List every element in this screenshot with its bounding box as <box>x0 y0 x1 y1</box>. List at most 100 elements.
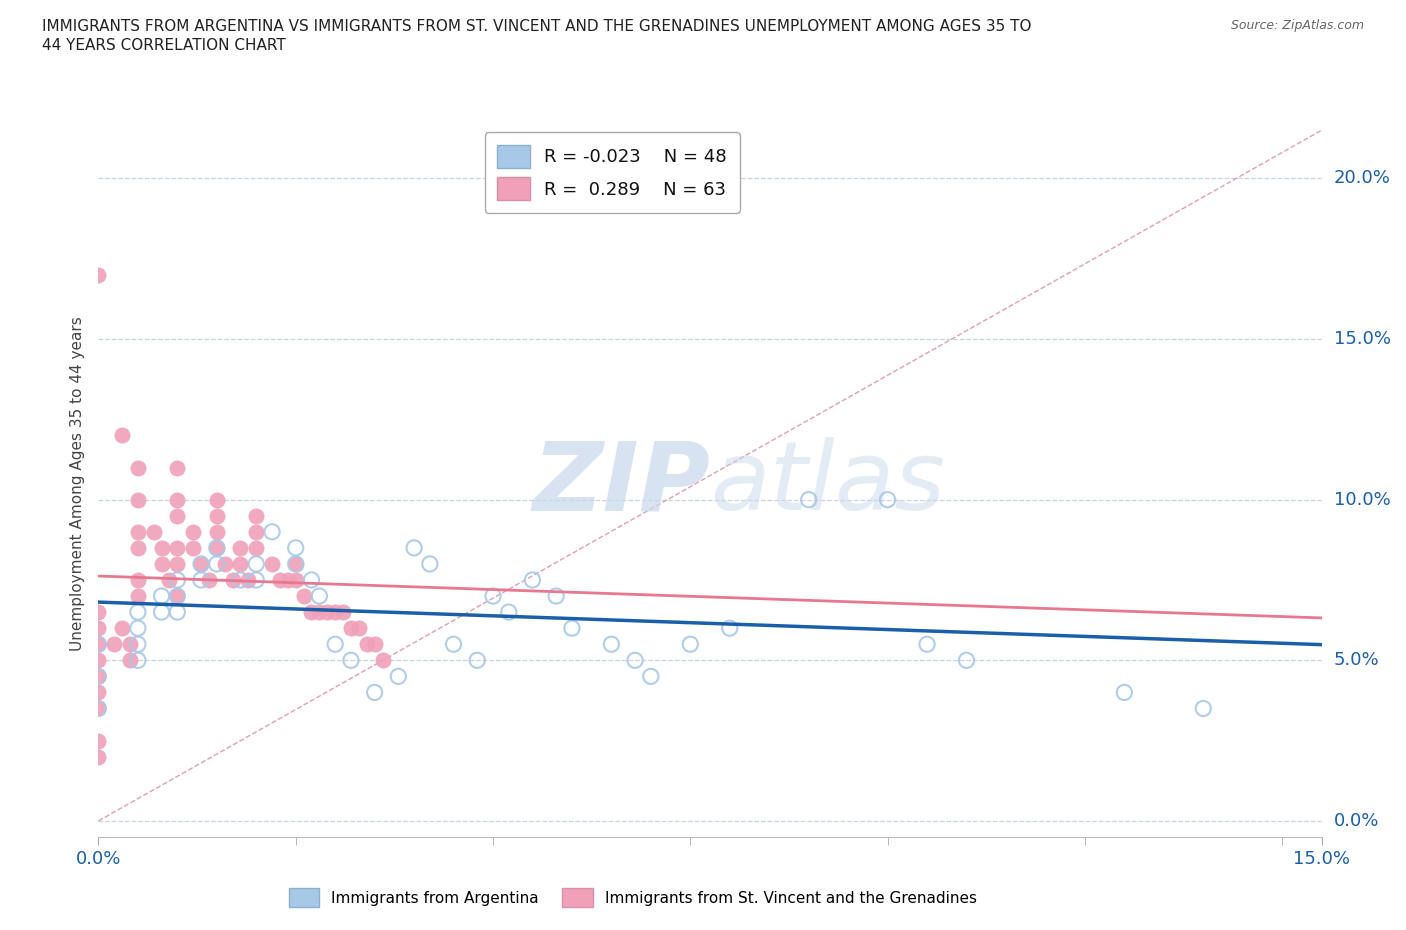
Point <box>190 556 212 571</box>
Point <box>915 637 938 652</box>
Point <box>166 589 188 604</box>
Point <box>316 604 339 619</box>
Point <box>332 604 354 619</box>
Point <box>269 573 291 588</box>
Point <box>166 540 188 555</box>
Point <box>229 556 252 571</box>
Point <box>260 556 283 571</box>
Point <box>127 604 149 619</box>
Point <box>127 589 149 604</box>
Text: 20.0%: 20.0% <box>1334 169 1391 187</box>
Point <box>876 492 898 507</box>
Point <box>159 573 181 588</box>
Point <box>150 604 173 619</box>
Point <box>292 589 315 604</box>
Point <box>166 589 188 604</box>
Point <box>127 573 149 588</box>
Point <box>340 653 363 668</box>
Point <box>205 525 228 539</box>
Point <box>205 492 228 507</box>
Point <box>245 556 267 571</box>
Point <box>340 620 363 635</box>
Point <box>190 573 212 588</box>
Point <box>127 653 149 668</box>
Point <box>498 604 520 619</box>
Point <box>205 509 228 524</box>
Point <box>1114 685 1136 700</box>
Point <box>955 653 977 668</box>
Text: 0.0%: 0.0% <box>1334 812 1379 830</box>
Point <box>127 637 149 652</box>
Point <box>356 637 378 652</box>
Point <box>181 525 204 539</box>
Point <box>387 669 409 684</box>
Point <box>87 267 110 282</box>
Point <box>87 701 110 716</box>
Point <box>679 637 702 652</box>
Point <box>245 509 267 524</box>
Point <box>205 540 228 555</box>
Point <box>465 653 488 668</box>
Point <box>301 604 323 619</box>
Text: 15.0%: 15.0% <box>1334 330 1391 348</box>
Point <box>245 573 267 588</box>
Point <box>443 637 465 652</box>
Point <box>166 604 188 619</box>
Point <box>284 556 307 571</box>
Point <box>166 492 188 507</box>
Point <box>127 492 149 507</box>
Point <box>198 573 221 588</box>
Point <box>87 685 110 700</box>
Point <box>127 460 149 475</box>
Point <box>718 620 741 635</box>
Point <box>87 733 110 748</box>
Point <box>301 573 323 588</box>
Point <box>308 604 330 619</box>
Point <box>347 620 370 635</box>
Point <box>323 604 346 619</box>
Point <box>214 556 236 571</box>
Point <box>482 589 505 604</box>
Point <box>260 525 283 539</box>
Point <box>561 620 583 635</box>
Point <box>142 525 165 539</box>
Text: IMMIGRANTS FROM ARGENTINA VS IMMIGRANTS FROM ST. VINCENT AND THE GRENADINES UNEM: IMMIGRANTS FROM ARGENTINA VS IMMIGRANTS … <box>42 19 1032 53</box>
Point <box>87 669 110 684</box>
Point <box>87 620 110 635</box>
Point <box>166 556 188 571</box>
Point <box>118 653 141 668</box>
Point <box>190 556 212 571</box>
Point <box>150 556 173 571</box>
Point <box>166 509 188 524</box>
Text: Source: ZipAtlas.com: Source: ZipAtlas.com <box>1230 19 1364 32</box>
Point <box>150 540 173 555</box>
Point <box>363 685 385 700</box>
Point <box>229 540 252 555</box>
Point <box>181 540 204 555</box>
Point <box>118 637 141 652</box>
Point <box>87 637 110 652</box>
Point <box>111 428 134 443</box>
Point <box>87 669 110 684</box>
Legend: R = -0.023    N = 48, R =  0.289    N = 63: R = -0.023 N = 48, R = 0.289 N = 63 <box>485 132 740 213</box>
Point <box>127 620 149 635</box>
Point <box>284 573 307 588</box>
Text: atlas: atlas <box>710 437 945 530</box>
Point <box>404 540 426 555</box>
Point <box>245 525 267 539</box>
Point <box>522 573 544 588</box>
Point <box>127 540 149 555</box>
Point <box>229 573 252 588</box>
Point <box>166 460 188 475</box>
Point <box>103 637 125 652</box>
Point <box>87 637 110 652</box>
Y-axis label: Unemployment Among Ages 35 to 44 years: Unemployment Among Ages 35 to 44 years <box>69 316 84 651</box>
Point <box>308 589 330 604</box>
Point <box>797 492 820 507</box>
Point <box>546 589 568 604</box>
Point <box>600 637 623 652</box>
Point <box>87 750 110 764</box>
Point <box>150 589 173 604</box>
Point <box>371 653 394 668</box>
Text: 5.0%: 5.0% <box>1334 651 1379 670</box>
